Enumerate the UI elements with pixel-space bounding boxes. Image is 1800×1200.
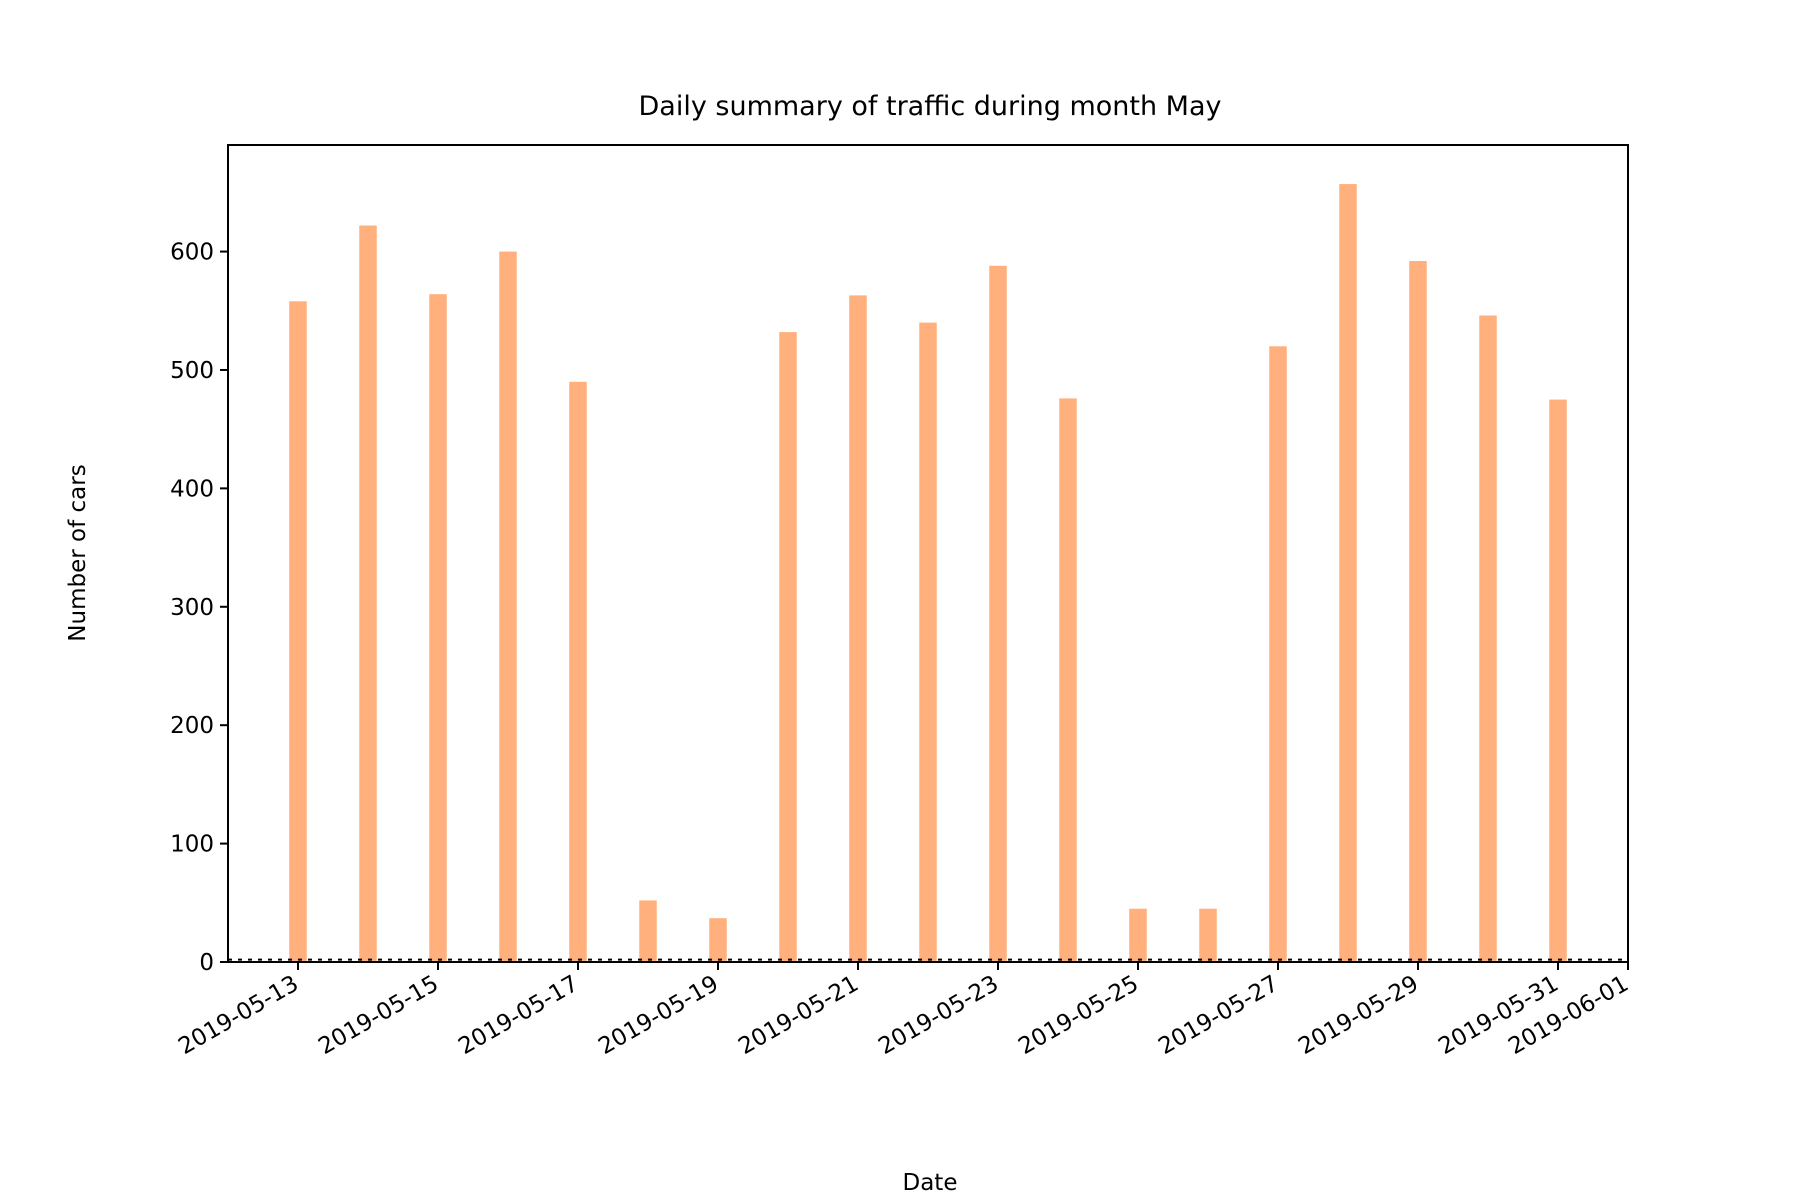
y-tick-label: 300: [170, 595, 214, 621]
bar-2019-05-20: [779, 332, 797, 962]
bar-2019-05-18: [639, 900, 657, 962]
x-tick-label: 2019-05-21: [734, 971, 863, 1060]
bar-2019-05-13: [289, 301, 307, 962]
plot-area-frame: [227, 144, 1629, 963]
bar-2019-05-27: [1269, 346, 1287, 962]
bar-2019-05-15: [429, 294, 447, 963]
y-tick-label: 100: [170, 832, 214, 858]
x-tick-label: 2019-05-29: [1294, 971, 1423, 1060]
bar-2019-05-17: [569, 381, 587, 962]
x-tick-label: 2019-05-19: [594, 971, 723, 1060]
bar-2019-05-26: [1199, 908, 1217, 962]
x-tick-label: 2019-05-23: [874, 971, 1003, 1060]
y-tick-label: 600: [170, 240, 214, 266]
x-axis-label: Date: [903, 1170, 958, 1196]
bar-2019-05-30: [1479, 315, 1497, 962]
x-axis-ticks: 2019-05-13 2019-05-15 2019-05-17 2019-05-19…: [174, 962, 1633, 1060]
x-tick-label: 2019-05-13: [174, 971, 303, 1060]
bar-2019-05-22: [919, 322, 937, 962]
x-tick-label: 2019-05-27: [1154, 971, 1283, 1060]
bar-2019-05-14: [359, 225, 377, 963]
x-tick-label: 2019-05-25: [1014, 971, 1143, 1060]
bar-2019-05-24: [1059, 398, 1077, 962]
x-tick-label: 2019-05-15: [314, 971, 443, 1060]
y-tick-label: 0: [199, 950, 214, 976]
bar-2019-05-19: [709, 918, 727, 962]
chart-title: Daily summary of traffic during month Ma…: [639, 91, 1222, 122]
bar-2019-05-25: [1129, 908, 1147, 962]
bar-2019-05-29: [1409, 261, 1427, 962]
bar-2019-05-31: [1549, 399, 1567, 962]
bar-2019-05-16: [499, 251, 517, 963]
y-tick-label: 500: [170, 358, 214, 384]
y-tick-label: 200: [170, 713, 214, 739]
y-tick-label: 400: [170, 476, 214, 502]
x-tick-label: 2019-05-17: [454, 971, 583, 1060]
bars-group: [289, 184, 1567, 963]
bar-2019-05-23: [989, 265, 1007, 962]
y-axis-label: Number of cars: [65, 464, 91, 641]
bar-2019-05-28: [1339, 184, 1357, 962]
bar-2019-05-21: [849, 295, 867, 962]
y-axis-ticks: 0 100 200 300 400 500 600: [170, 240, 228, 976]
